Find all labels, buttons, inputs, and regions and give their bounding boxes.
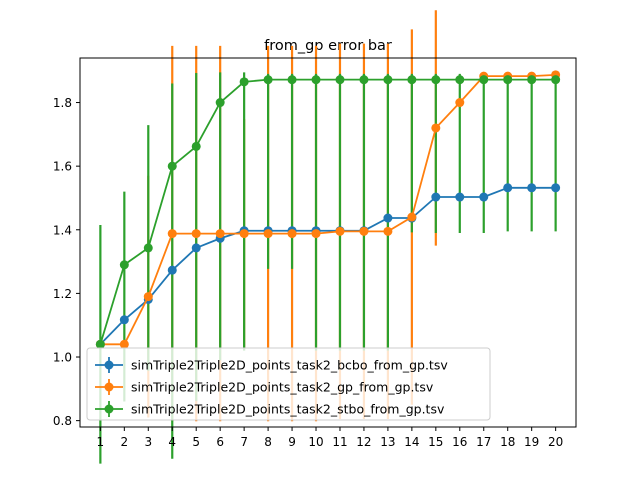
data-point — [383, 75, 393, 85]
data-point — [239, 77, 249, 87]
data-point — [143, 243, 153, 253]
x-tick-label: 12 — [356, 435, 371, 449]
y-tick-label: 0.8 — [53, 414, 72, 428]
data-point — [551, 183, 561, 193]
data-point — [455, 192, 465, 202]
data-point — [215, 229, 225, 239]
legend-marker — [104, 382, 114, 392]
y-tick-label: 1.8 — [53, 96, 72, 110]
x-tick-label: 14 — [404, 435, 419, 449]
x-tick-label: 8 — [264, 435, 272, 449]
x-tick-label: 1 — [97, 435, 105, 449]
data-point — [383, 213, 393, 223]
data-point — [215, 98, 225, 108]
x-tick-label: 15 — [428, 435, 443, 449]
data-point — [311, 75, 321, 85]
axes-frame — [79, 57, 577, 428]
x-tick-label: 2 — [121, 435, 129, 449]
data-point — [479, 192, 489, 202]
y-tick-label: 1.0 — [53, 351, 72, 365]
data-point — [359, 75, 369, 85]
x-tick-label: 18 — [500, 435, 515, 449]
x-tick-label: 3 — [144, 435, 152, 449]
data-point — [479, 75, 489, 85]
x-tick-label: 9 — [288, 435, 296, 449]
data-point — [167, 229, 177, 239]
data-point — [191, 243, 201, 253]
data-point — [119, 315, 129, 325]
legend: simTriple2Triple2D_points_task2_bcbo_fro… — [86, 347, 491, 421]
data-point — [527, 75, 537, 85]
data-point — [455, 98, 465, 108]
legend-entry-2: simTriple2Triple2D_points_task2_stbo_fro… — [95, 401, 445, 417]
data-point — [311, 229, 321, 239]
axes: 1 2 3 4 5 6 7 8 9 10 11 12 13 14 15 16 17 18 19 200.81.01.2… — [53, 57, 577, 449]
data-point — [503, 75, 513, 85]
data-point — [191, 229, 201, 239]
legend-entry-1: simTriple2Triple2D_points_task2_gp_from_… — [95, 379, 434, 395]
data-point — [287, 229, 297, 239]
data-point — [431, 123, 441, 133]
data-point — [263, 229, 273, 239]
data-point — [119, 260, 129, 270]
x-tick-label: 5 — [192, 435, 200, 449]
data-point — [503, 183, 513, 193]
data-point — [407, 212, 417, 222]
y-tick-label: 1.4 — [53, 223, 72, 237]
data-point — [191, 141, 201, 151]
legend-label: simTriple2Triple2D_points_task2_stbo_fro… — [131, 402, 445, 417]
data-point — [527, 183, 537, 193]
x-tick-label: 20 — [548, 435, 563, 449]
x-tick-label: 4 — [168, 435, 176, 449]
data-point — [167, 161, 177, 171]
data-point — [335, 75, 345, 85]
y-tick-label: 1.6 — [53, 160, 72, 174]
data-point — [383, 226, 393, 236]
data-point — [95, 339, 105, 349]
x-tick-label: 17 — [476, 435, 491, 449]
data-point — [431, 75, 441, 85]
data-point — [407, 75, 417, 85]
legend-label: simTriple2Triple2D_points_task2_bcbo_fro… — [131, 358, 448, 373]
legend-label: simTriple2Triple2D_points_task2_gp_from_… — [131, 380, 434, 395]
x-tick-label: 16 — [452, 435, 467, 449]
data-point — [287, 75, 297, 85]
data-point — [119, 339, 129, 349]
x-tick-label: 11 — [332, 435, 347, 449]
chart-title: from_gp error bar — [264, 38, 392, 54]
legend-marker — [104, 404, 114, 414]
series-2 — [95, 75, 561, 349]
legend-entry-0: simTriple2Triple2D_points_task2_bcbo_fro… — [95, 357, 448, 373]
data-point — [335, 226, 345, 236]
x-tick-label: 6 — [216, 435, 224, 449]
y-tick-label: 1.2 — [53, 287, 72, 301]
legend-box — [86, 347, 491, 421]
data-point — [431, 192, 441, 202]
x-tick-label: 7 — [240, 435, 248, 449]
x-tick-label: 19 — [524, 435, 539, 449]
legend-marker — [104, 360, 114, 370]
data-point — [239, 229, 249, 239]
data-point — [359, 226, 369, 236]
data-point — [455, 75, 465, 85]
data-point — [263, 75, 273, 85]
data-point — [167, 265, 177, 275]
data-point — [551, 75, 561, 85]
data-point — [143, 292, 153, 302]
x-tick-label: 13 — [380, 435, 395, 449]
x-tick-label: 10 — [308, 435, 323, 449]
